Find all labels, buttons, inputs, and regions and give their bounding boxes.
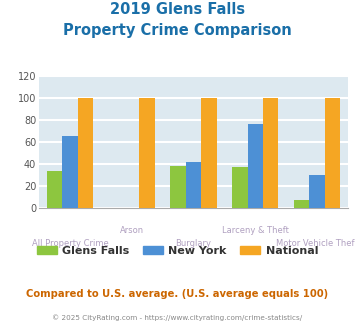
Bar (78, 98, 93, 208)
Text: Burglary: Burglary (175, 239, 212, 248)
Bar (186, 162, 201, 208)
Text: All Property Crime: All Property Crime (32, 239, 108, 248)
Bar (232, 167, 247, 208)
Bar (62, 136, 78, 208)
Text: Compared to U.S. average. (U.S. average equals 100): Compared to U.S. average. (U.S. average … (26, 289, 329, 299)
Text: Property Crime Comparison: Property Crime Comparison (63, 23, 292, 38)
Bar (47, 171, 62, 208)
Bar (201, 98, 217, 208)
Text: Larceny & Theft: Larceny & Theft (222, 226, 289, 235)
Bar (263, 98, 278, 208)
Text: © 2025 CityRating.com - https://www.cityrating.com/crime-statistics/: © 2025 CityRating.com - https://www.city… (53, 314, 302, 321)
Bar (294, 200, 309, 208)
Bar (170, 166, 186, 208)
Text: Arson: Arson (120, 226, 144, 235)
Text: 2019 Glens Falls: 2019 Glens Falls (110, 2, 245, 16)
Bar (140, 98, 155, 208)
Bar (247, 124, 263, 208)
Text: Motor Vehicle Theft: Motor Vehicle Theft (276, 239, 355, 248)
Legend: Glens Falls, New York, National: Glens Falls, New York, National (32, 241, 323, 260)
Bar (325, 98, 340, 208)
Bar (309, 175, 325, 208)
